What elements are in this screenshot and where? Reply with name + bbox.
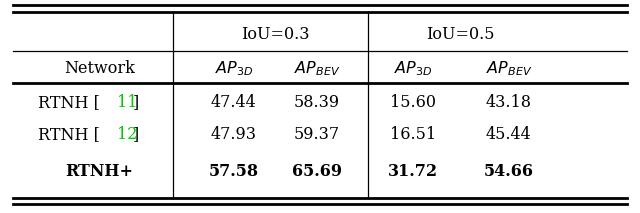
Text: ]: ] <box>133 126 140 143</box>
Text: 47.93: 47.93 <box>211 126 257 143</box>
Text: ]: ] <box>133 94 140 111</box>
Text: 16.51: 16.51 <box>390 126 436 143</box>
Text: $AP_{BEV}$: $AP_{BEV}$ <box>294 59 340 78</box>
Text: 54.66: 54.66 <box>484 163 534 180</box>
Text: $AP_{3D}$: $AP_{3D}$ <box>394 59 432 78</box>
Text: RTNH+: RTNH+ <box>65 163 133 180</box>
Text: 43.18: 43.18 <box>486 94 532 111</box>
Text: 45.44: 45.44 <box>486 126 532 143</box>
Text: 65.69: 65.69 <box>292 163 342 180</box>
Text: Network: Network <box>64 60 134 77</box>
Text: RTNH [: RTNH [ <box>38 94 100 111</box>
Text: 11: 11 <box>117 94 138 111</box>
Text: IoU=0.3: IoU=0.3 <box>241 26 310 43</box>
Text: 12: 12 <box>117 126 138 143</box>
Text: $AP_{BEV}$: $AP_{BEV}$ <box>486 59 532 78</box>
Text: 15.60: 15.60 <box>390 94 436 111</box>
Text: $AP_{3D}$: $AP_{3D}$ <box>214 59 253 78</box>
Text: 31.72: 31.72 <box>388 163 438 180</box>
Text: 57.58: 57.58 <box>209 163 259 180</box>
Text: 59.37: 59.37 <box>294 126 340 143</box>
Text: 47.44: 47.44 <box>211 94 257 111</box>
Text: IoU=0.5: IoU=0.5 <box>426 26 495 43</box>
Text: 58.39: 58.39 <box>294 94 340 111</box>
Text: RTNH [: RTNH [ <box>38 126 100 143</box>
